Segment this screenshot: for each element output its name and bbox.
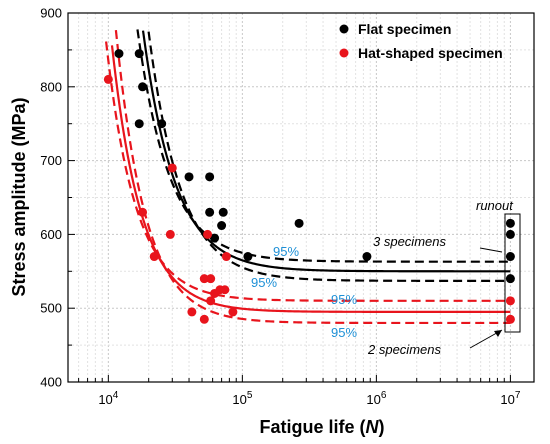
x-tick-label: 105 [232, 390, 252, 407]
series-0-upper-band [136, 29, 511, 263]
series-0-point [362, 252, 372, 262]
series-0-point [138, 82, 148, 92]
y-tick-label: 900 [40, 6, 62, 21]
runout-label: runout [476, 198, 514, 213]
series-0-point [294, 218, 304, 228]
two-specimens-label: 2 specimens [367, 342, 441, 357]
series-0-point [157, 119, 167, 129]
pct-hat-upper: 95% [331, 292, 357, 307]
series-1-lower-band [114, 29, 511, 325]
series-1-point [505, 296, 515, 306]
legend-label-flat: Flat specimen [358, 21, 451, 37]
series-0-point [505, 274, 515, 284]
y-tick-label: 600 [40, 227, 62, 242]
series-0-point [243, 252, 253, 262]
three-specimens-arrow [479, 247, 503, 253]
series-0-fit-line [141, 30, 511, 273]
series-0-point [134, 119, 144, 129]
legend: Flat specimen Hat-shaped specimen [339, 21, 503, 61]
series-1-point [505, 314, 515, 324]
series-1-fit-line [110, 45, 511, 313]
series-1-point [103, 74, 113, 84]
series-0-point [134, 49, 144, 59]
series-1-point [165, 229, 175, 239]
series-0-point [210, 233, 220, 243]
series-1-point [199, 274, 209, 284]
series-0-lower-band [147, 31, 511, 282]
data-points [103, 49, 515, 324]
series-0-point [205, 172, 215, 182]
y-tick-label: 800 [40, 79, 62, 94]
series-0-point [184, 172, 194, 182]
two-specimens-arrowhead [494, 330, 502, 337]
y-tick-label: 500 [40, 301, 62, 316]
x-tick-label: 106 [366, 390, 386, 407]
series-0-point [505, 218, 515, 228]
y-tick-label: 700 [40, 153, 62, 168]
series-1-upper-band [104, 41, 511, 302]
series-1-point [206, 274, 216, 284]
x-tick-label: 107 [500, 390, 520, 407]
series-1-point [203, 229, 213, 239]
series-1-point [167, 163, 177, 173]
series-1-point [221, 252, 231, 262]
y-tick-label: 400 [40, 375, 62, 390]
series-0-point [505, 252, 515, 262]
series-1-point [199, 314, 209, 324]
legend-marker-hat [339, 48, 349, 58]
series-1-point [206, 296, 216, 306]
legend-label-hat: Hat-shaped specimen [358, 45, 503, 61]
pct-hat-lower: 95% [331, 325, 357, 340]
series-0-point [114, 49, 124, 59]
runout-box [504, 213, 521, 333]
three-specimens-label: 3 specimens [373, 234, 446, 249]
pct-flat-lower: 95% [251, 275, 277, 290]
x-tick-label: 104 [98, 390, 118, 407]
fit-curves [104, 29, 511, 325]
pct-flat-upper: 95% [273, 244, 299, 259]
series-0-point [218, 207, 228, 217]
series-0-point [205, 207, 215, 217]
series-1-point [149, 252, 159, 262]
series-1-point [220, 285, 230, 295]
series-0-point [505, 229, 515, 239]
series-1-point [228, 307, 238, 317]
series-1-point [187, 307, 197, 317]
x-axis-title: Fatigue life (N) [259, 417, 384, 437]
series-0-point [217, 221, 227, 231]
y-axis-title: Stress amplitude (MPa) [9, 97, 29, 296]
axes: 400 500 600 700 800 900 104 105 106 107 [40, 6, 535, 407]
series-1-point [138, 207, 148, 217]
plot-frame [67, 12, 535, 383]
legend-marker-flat [339, 24, 349, 34]
